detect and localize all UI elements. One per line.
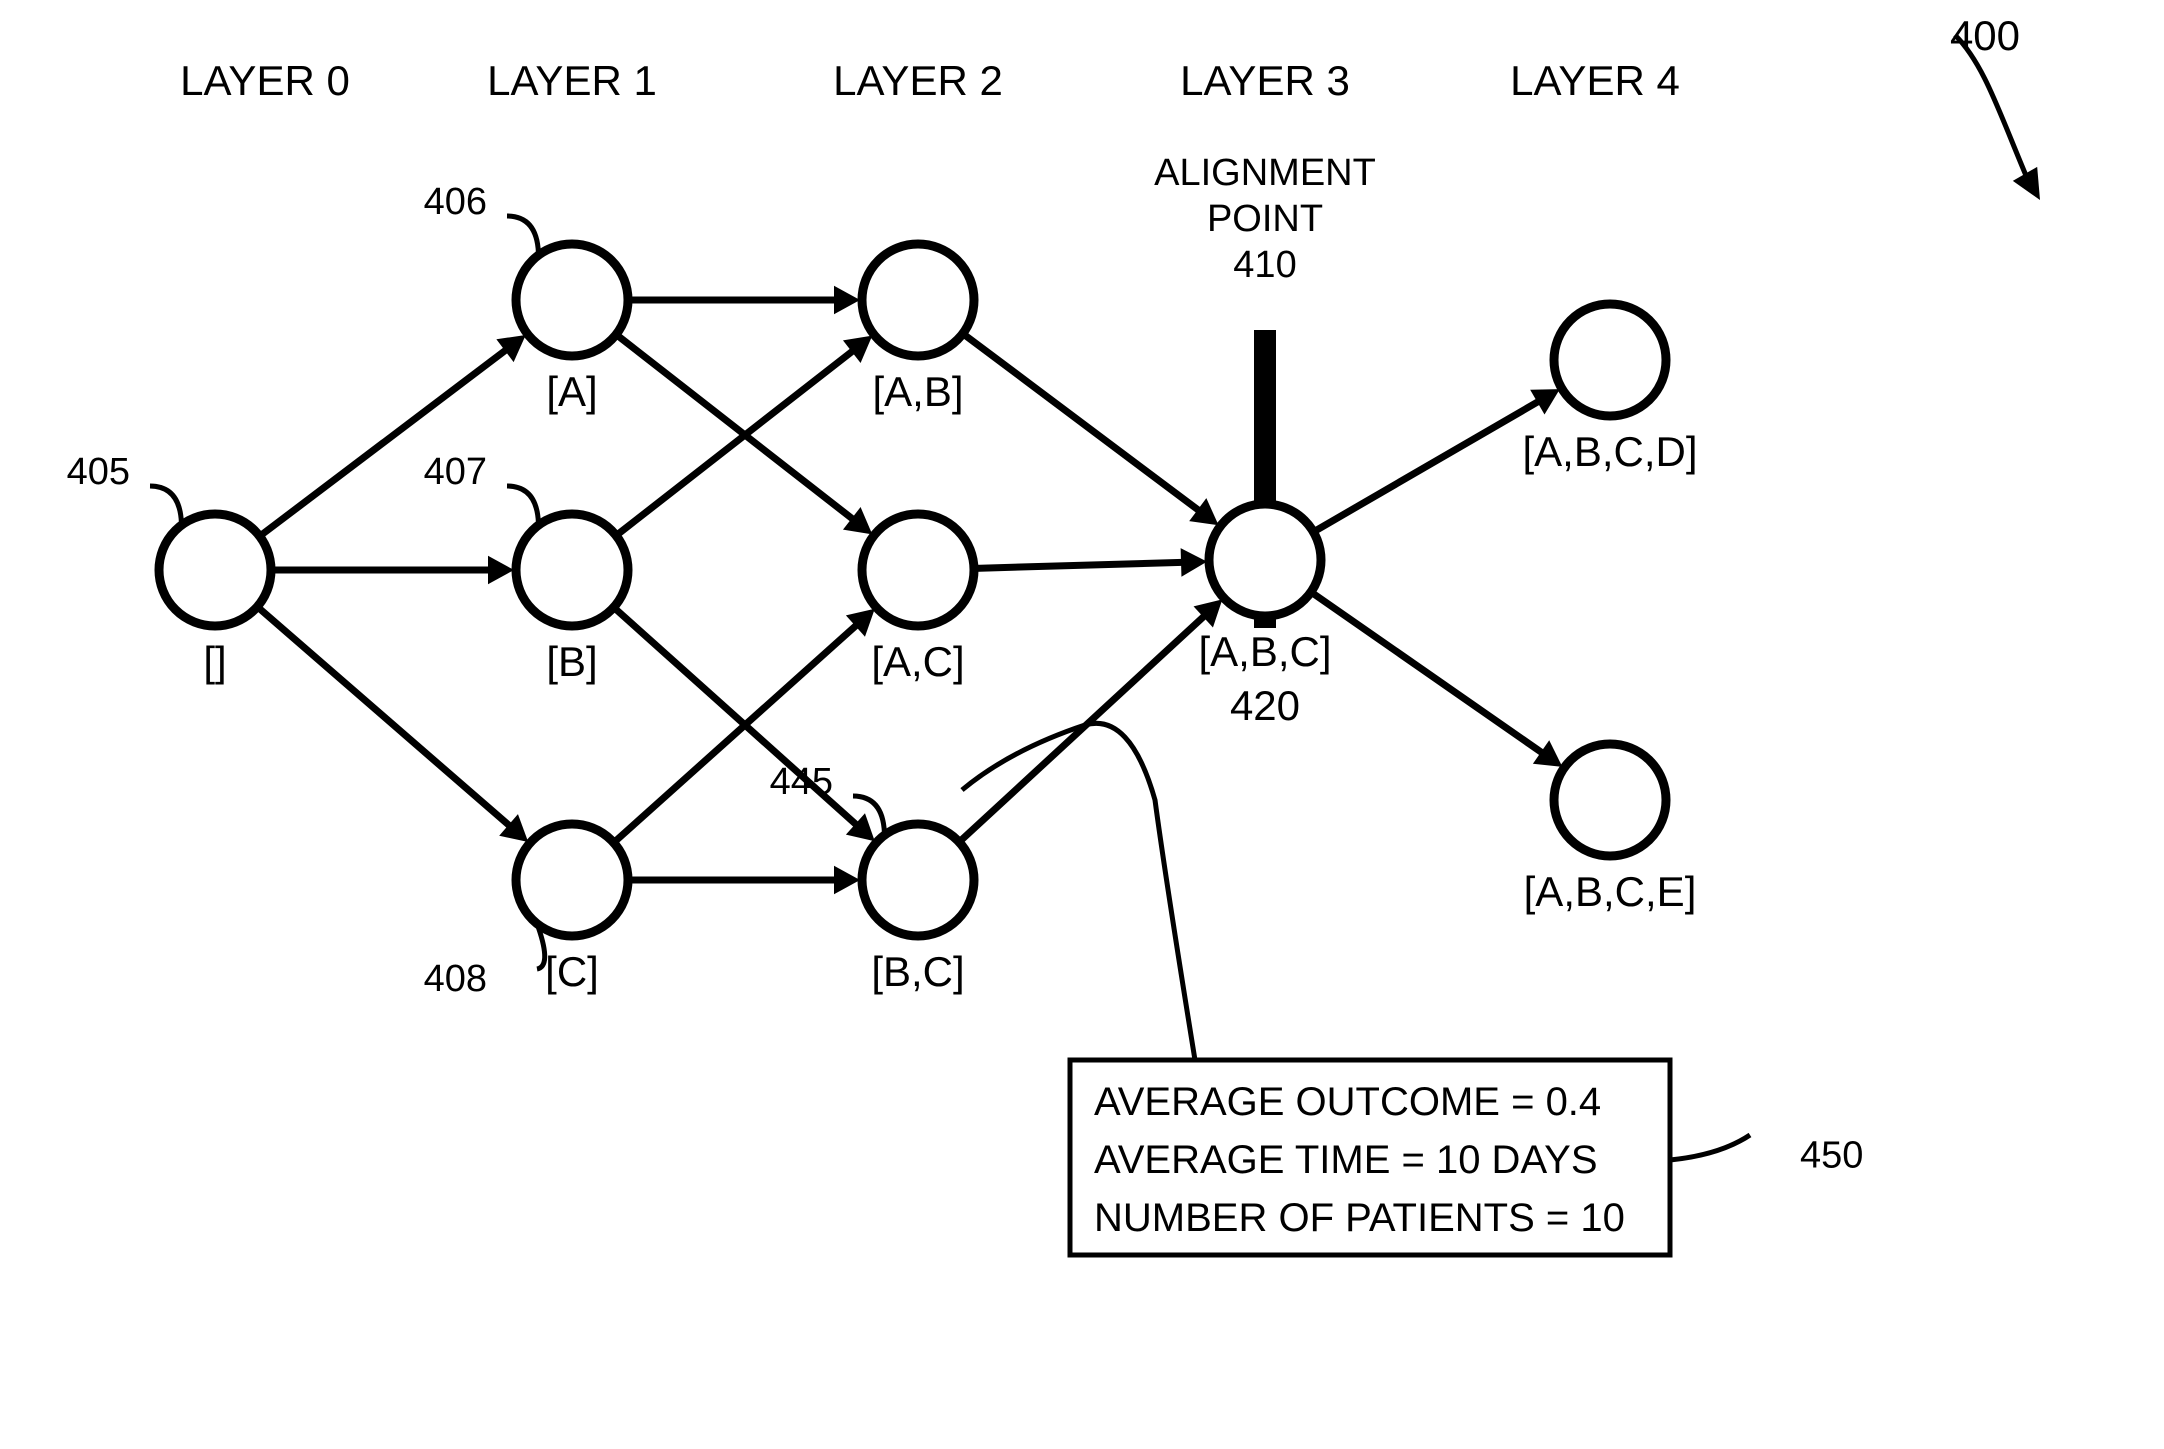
node-label: [A,B,C,E]	[1524, 868, 1697, 915]
layer-label: LAYER 2	[833, 57, 1003, 104]
reference-numeral: 445	[770, 761, 833, 803]
info-line: NUMBER OF PATIENTS = 10	[1094, 1196, 1625, 1240]
reference-numeral: 408	[424, 958, 487, 1000]
edge	[964, 335, 1202, 513]
reference-leader	[537, 928, 545, 969]
arrow-head-icon	[834, 866, 860, 895]
leader-curve	[1670, 1135, 1750, 1160]
info-line: AVERAGE OUTCOME = 0.4	[1094, 1080, 1601, 1124]
alignment-ref: 410	[1233, 244, 1296, 286]
reference-numeral: 407	[424, 451, 487, 493]
info-line: AVERAGE TIME = 10 DAYS	[1094, 1138, 1598, 1182]
reference-numeral: 405	[67, 451, 130, 493]
alignment-label: POINT	[1207, 198, 1323, 240]
layer-label: LAYER 3	[1180, 57, 1350, 104]
node-label: [A]	[546, 368, 597, 415]
reference-numeral: 406	[424, 181, 487, 223]
edge	[615, 623, 859, 842]
node-label: [A,B]	[872, 368, 963, 415]
arrow-head-icon	[1181, 548, 1207, 577]
node-label: [A,C]	[871, 638, 964, 685]
network-diagram: [] 405 [A] 406 [B] 407 [C] 408 [A,B] [A,C] [B,C] 44…	[0, 0, 2164, 1449]
figure-reference: 400	[1950, 12, 2020, 59]
edge	[618, 336, 856, 522]
edge	[976, 562, 1186, 568]
node-label: [A,B,C,D]	[1522, 428, 1697, 475]
edge	[259, 608, 513, 828]
reference-leader	[150, 486, 181, 522]
layer-label: LAYER 0	[180, 57, 350, 104]
alignment-label: ALIGNMENT	[1154, 152, 1376, 194]
edge	[1315, 400, 1542, 531]
node-label: [A,B,C]	[1198, 628, 1331, 675]
edge	[618, 348, 856, 534]
node-label: [B]	[546, 638, 597, 685]
nodes-group: [] 405 [A] 406 [B] 407 [C] 408 [A,B] [A,C] [B,C] 44…	[67, 181, 1698, 1000]
arrow-head-icon	[834, 286, 860, 315]
node-label: [C]	[545, 948, 599, 995]
node-label-secondary: 420	[1230, 682, 1300, 729]
info-box-ref: 450	[1800, 1134, 1863, 1176]
reference-leader	[507, 216, 538, 252]
edge	[261, 348, 509, 535]
layer-label: LAYER 1	[487, 57, 657, 104]
edge	[1313, 593, 1546, 755]
reference-leader	[507, 486, 538, 522]
node-label: []	[203, 638, 226, 685]
node-label: [B,C]	[871, 948, 964, 995]
arrow-head-icon	[488, 556, 514, 585]
leader-curve	[962, 723, 1195, 1060]
layer-label: LAYER 4	[1510, 57, 1680, 104]
